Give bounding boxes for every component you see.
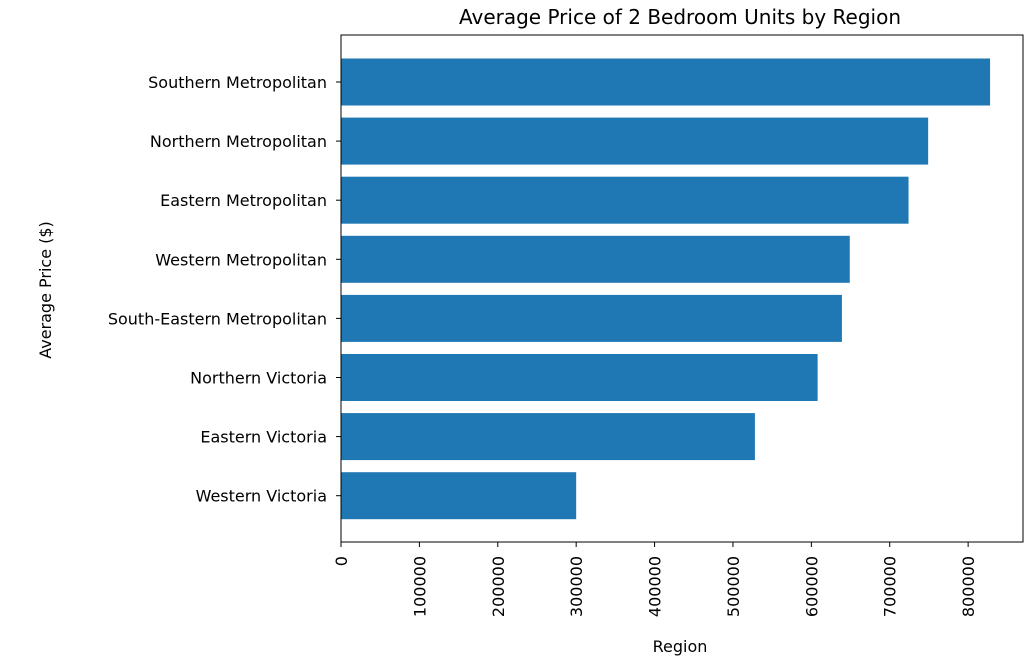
x-ticks-group: 0 100000 200000 300000 400000 500000 600000 700…	[332, 542, 978, 617]
plot-area-frame	[340, 34, 1024, 543]
x-tick-label-6: 600000	[802, 556, 821, 617]
x-tick-label-4: 400000	[646, 556, 665, 617]
y-tick-label-2: Eastern Metropolitan	[160, 191, 327, 210]
bar-2	[341, 176, 909, 224]
x-tick-label-0: 0	[332, 556, 351, 566]
y-tick-label-6: Eastern Victoria	[200, 428, 327, 447]
y-tick-label-5: Northern Victoria	[190, 369, 327, 388]
bar-4	[341, 294, 842, 342]
x-tick-label-2: 200000	[489, 556, 508, 617]
chart-title: Average Price of 2 Bedroom Units by Regi…	[459, 5, 901, 29]
x-tick-label-5: 500000	[724, 556, 743, 617]
x-tick-label-8: 800000	[959, 556, 978, 617]
bar-3	[341, 235, 850, 283]
y-tick-label-1: Northern Metropolitan	[150, 132, 327, 151]
bar-7	[341, 472, 577, 520]
y-tick-label-3: Western Metropolitan	[155, 250, 327, 269]
y-tick-label-4: South-Eastern Metropolitan	[108, 309, 327, 328]
y-tick-label-0: Southern Metropolitan	[148, 73, 327, 92]
y-axis-label: Average Price ($)	[36, 221, 55, 359]
x-axis-label: Region	[653, 637, 708, 656]
y-tick-label-7: Western Victoria	[196, 487, 327, 506]
bar-1	[341, 117, 929, 165]
bar-6	[341, 413, 755, 461]
y-ticks-group: Southern Metropolitan Northern Metropolit…	[108, 73, 341, 506]
x-tick-label-3: 300000	[567, 556, 586, 617]
x-tick-label-7: 700000	[881, 556, 900, 617]
bar-5	[341, 354, 818, 401]
bars-group	[341, 58, 991, 520]
x-tick-label-1: 100000	[410, 556, 429, 617]
bar-0	[341, 58, 991, 106]
